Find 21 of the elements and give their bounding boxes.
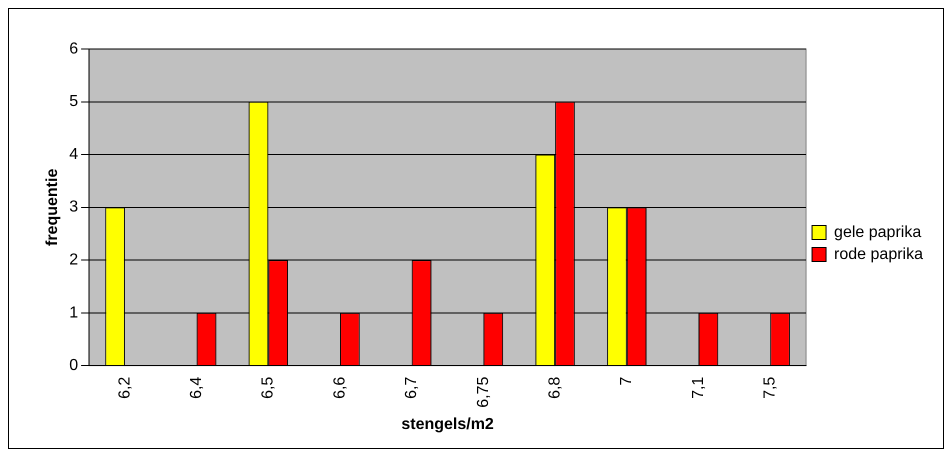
x-tick-label: 6,4 <box>188 376 206 399</box>
y-tick-label: 1 <box>69 304 78 322</box>
y-tick-label: 5 <box>69 93 78 110</box>
y-tick-label: 3 <box>69 198 78 216</box>
y-tick-label: 6 <box>69 40 78 58</box>
x-tick-label: 6,8 <box>546 376 564 399</box>
x-tick-label: 7,5 <box>762 376 779 399</box>
x-tick-label: 7 <box>618 376 636 386</box>
y-tick-label: 4 <box>69 146 78 163</box>
x-tick-label: 6,6 <box>331 376 348 399</box>
legend-label: rode paprika <box>834 246 924 263</box>
y-axis-title: frequentie <box>44 168 62 246</box>
x-tick-label: 6,7 <box>403 376 420 399</box>
x-tick-label: 6,2 <box>116 376 134 399</box>
x-tick-label: 6,75 <box>474 376 492 408</box>
x-tick-label: 6,5 <box>260 376 277 399</box>
x-axis-title: stengels/m2 <box>401 416 494 433</box>
y-tick-label: 0 <box>69 357 78 374</box>
x-tick-label: 7,1 <box>690 376 707 399</box>
legend-label: gele paprika <box>834 224 922 241</box>
y-tick-label: 2 <box>69 252 78 269</box>
